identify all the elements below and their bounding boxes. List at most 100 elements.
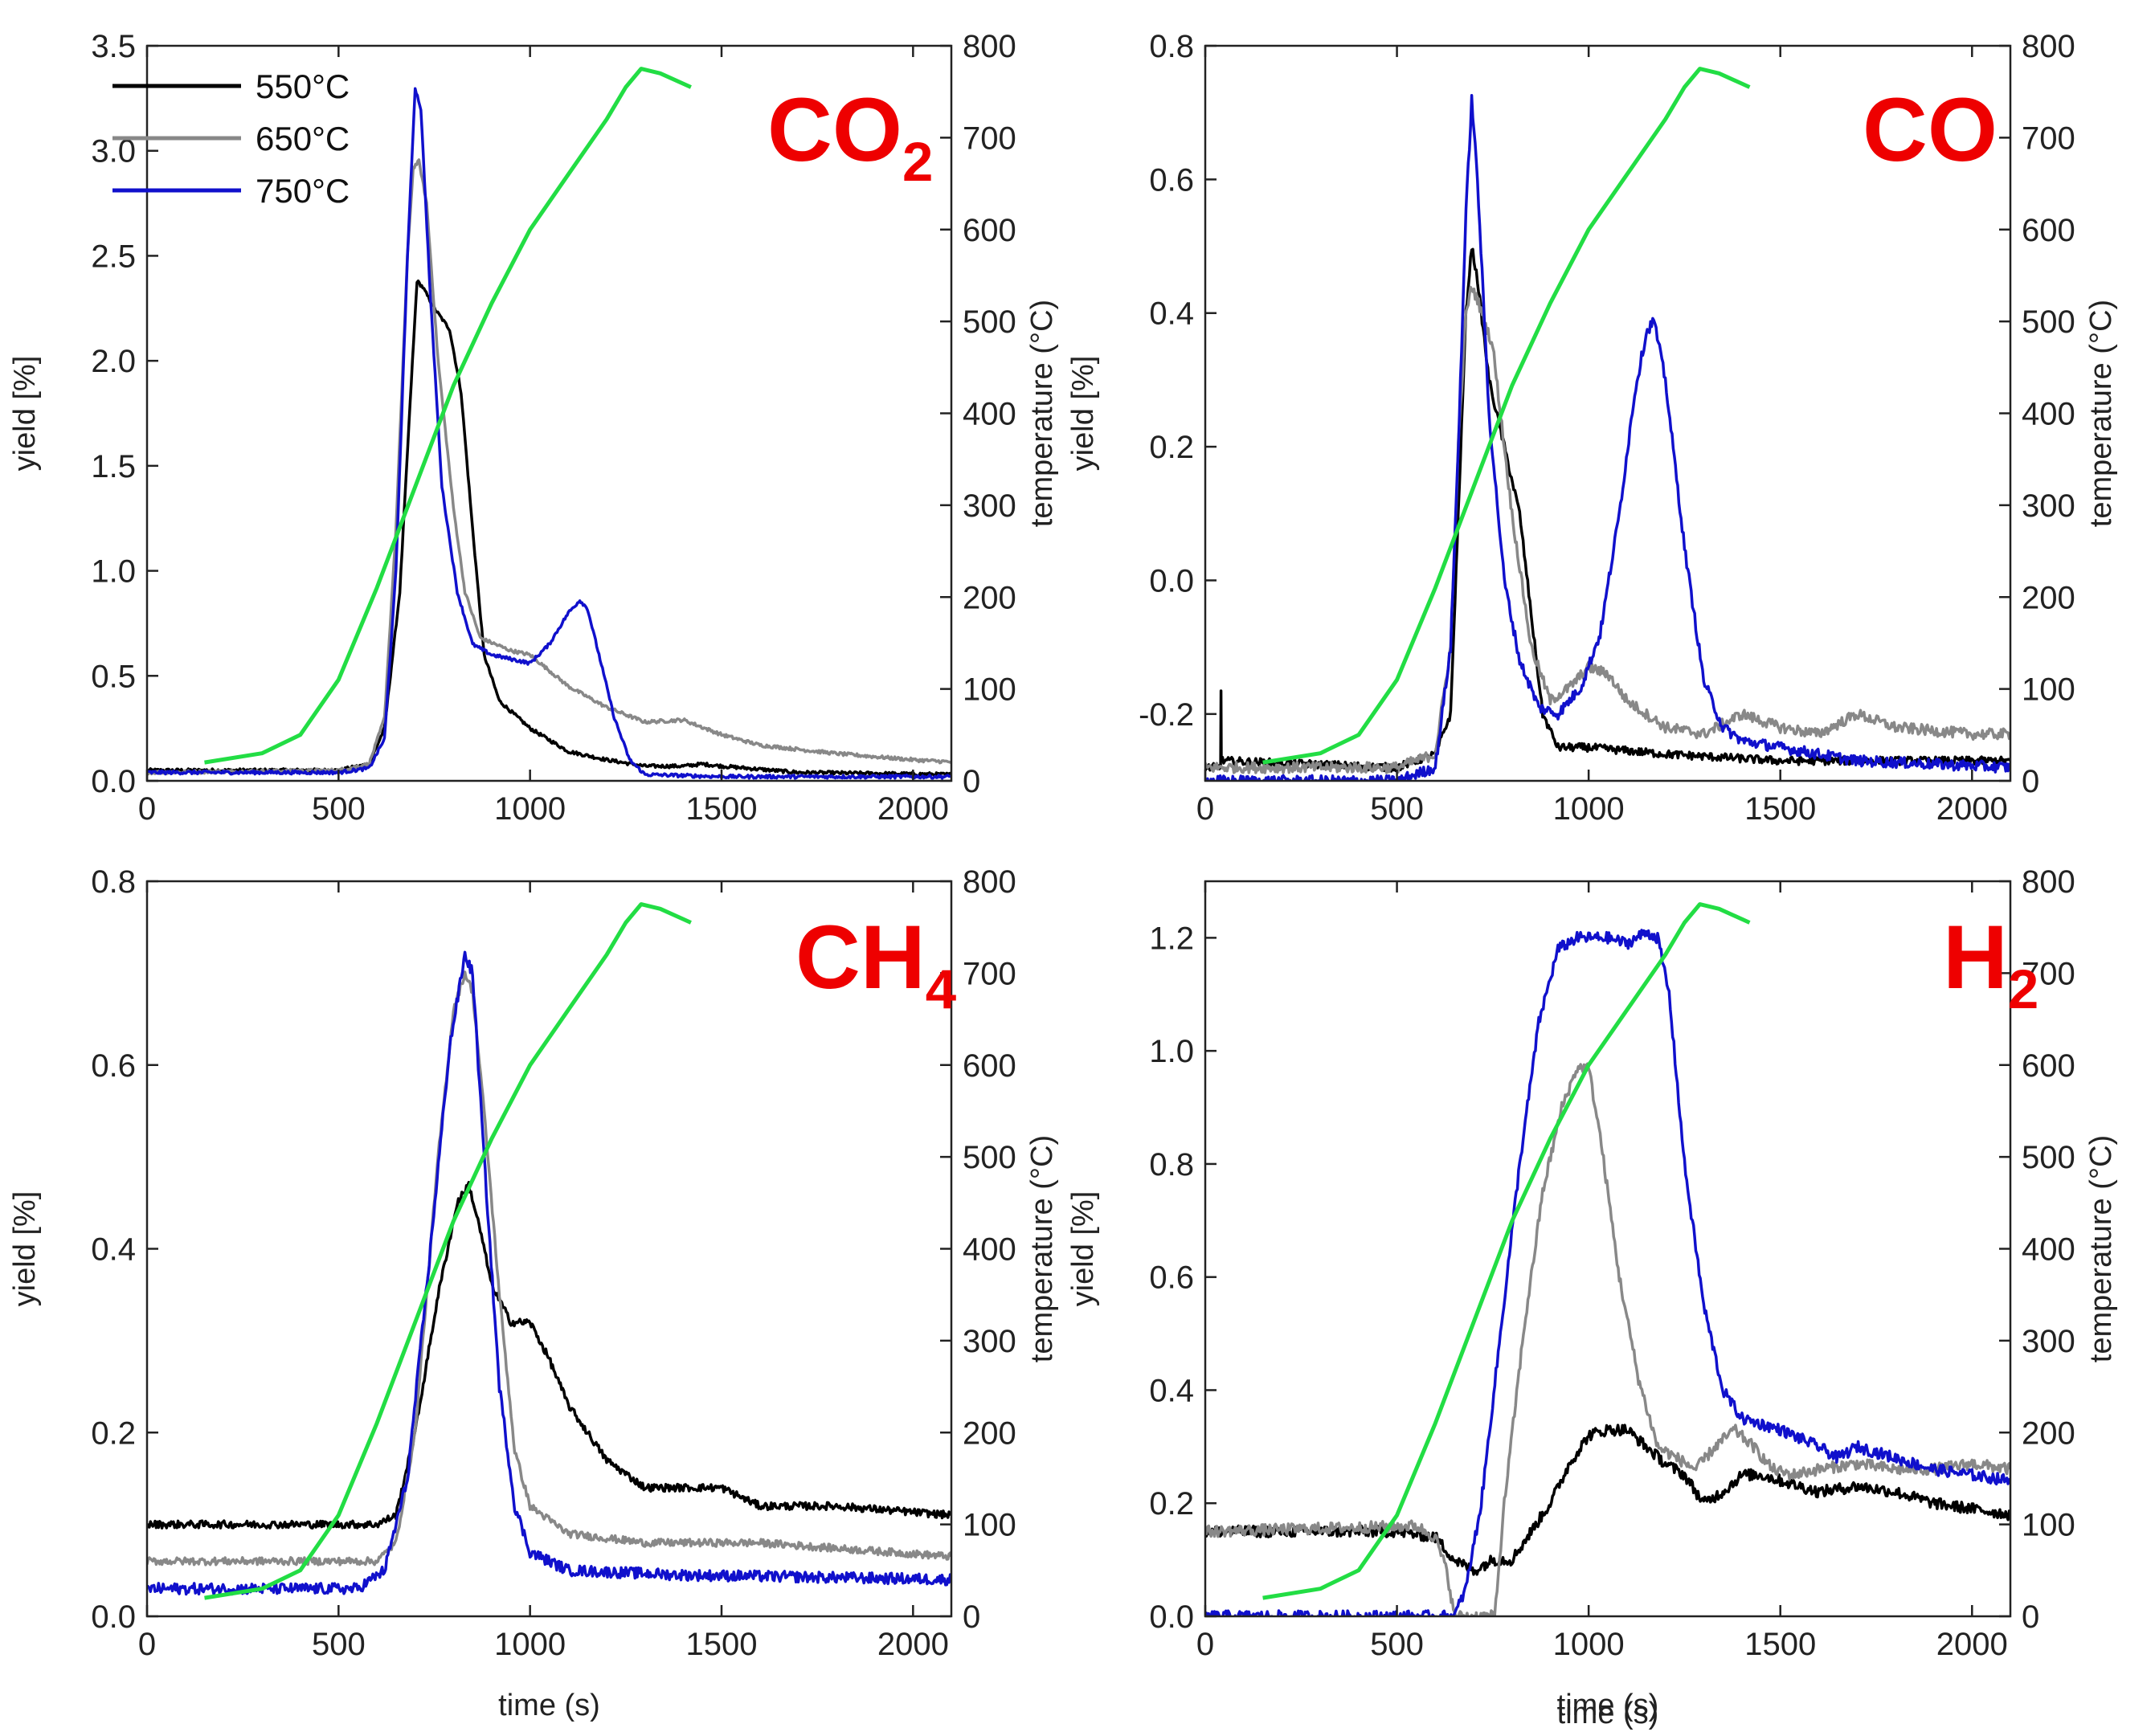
y2-tick-label: 100 [963, 1508, 1016, 1543]
series-line-temperature [204, 67, 692, 765]
series-line-550°C [147, 1181, 951, 1530]
y2-axis-label: temperature (°C) [1025, 1135, 1059, 1362]
x-tick-label: 1000 [1553, 1627, 1625, 1662]
species-title: H2 [1943, 907, 2038, 1020]
y2-tick-label: 800 [2022, 864, 2075, 900]
series-line-650°C [147, 158, 951, 776]
series-line-750°C [147, 950, 951, 1596]
x-tick-label: 500 [1370, 1627, 1424, 1662]
y-axis-label: yield [%] [1066, 356, 1100, 472]
y2-tick-label: 200 [2022, 1415, 2075, 1451]
y-tick-label: 0.6 [1149, 162, 1194, 198]
y2-tick-label: 600 [2022, 213, 2075, 248]
series-line-650°C [1205, 285, 2010, 774]
y2-tick-label: 800 [963, 864, 1016, 900]
y2-tick-label: 600 [963, 213, 1016, 248]
y2-tick-label: 500 [2022, 1140, 2075, 1175]
y-tick-label: 0.4 [1149, 1373, 1194, 1408]
y-tick-label: 0.8 [1149, 1147, 1194, 1183]
y2-tick-label: 100 [2022, 672, 2075, 708]
series-group [147, 67, 951, 780]
y2-tick-label: 500 [963, 304, 1016, 340]
series-line-temperature [204, 902, 692, 1600]
legend-label-750: 750°C [256, 172, 350, 210]
y2-tick-label: 0 [963, 1599, 980, 1635]
x-tick-label: 1500 [686, 1627, 758, 1662]
y2-axis-label: temperature (°C) [2084, 300, 2118, 527]
y-axis-label: yield [%] [1066, 1191, 1100, 1307]
y2-axis-label: temperature (°C) [2084, 1135, 2118, 1362]
y-tick-label: 0.0 [1149, 1599, 1194, 1635]
x-tick-label: 2000 [1936, 791, 2008, 827]
x-tick-label: 1500 [1744, 1627, 1816, 1662]
y-tick-label: 0.2 [91, 1415, 136, 1451]
y-tick-label: 1.0 [91, 554, 136, 590]
x-axis-label: time (s) [498, 1689, 600, 1722]
y2-tick-label: 300 [2022, 1324, 2075, 1359]
y-tick-label: 0.0 [1149, 563, 1194, 598]
series-line-550°C [1205, 247, 2010, 773]
y-tick-label: 0.0 [91, 764, 136, 799]
y2-tick-label: 700 [2022, 120, 2075, 156]
series-line-temperature [1262, 902, 1751, 1600]
species-title: CO2 [767, 80, 933, 193]
y2-tick-label: 400 [2022, 1232, 2075, 1268]
y2-tick-label: 100 [963, 672, 1016, 708]
x-tick-label: 1500 [686, 791, 758, 827]
series-line-temperature [1262, 67, 1751, 765]
x-axis-label: time (s) [1557, 1689, 1659, 1722]
y2-tick-label: 700 [963, 956, 1016, 991]
y2-tick-label: 300 [2022, 488, 2075, 524]
legend-label-550: 550°C [256, 67, 350, 105]
y2-tick-label: 0 [2022, 1599, 2039, 1635]
y-tick-label: 0.4 [91, 1232, 136, 1268]
series-group [1205, 902, 2010, 1616]
species-title: CH4 [795, 907, 956, 1020]
y-tick-label: 2.0 [91, 344, 136, 379]
y2-tick-label: 700 [963, 120, 1016, 156]
y2-axis-label: temperature (°C) [1025, 300, 1059, 527]
series-line-650°C [1205, 1062, 2010, 1616]
y-tick-label: 0.4 [1149, 296, 1194, 332]
chart-panel-0: 0 500 1000 1500 20000.00.51.01.52.02.53.03.5… [8, 29, 1059, 827]
series-group [147, 902, 951, 1600]
x-tick-label: 0 [138, 791, 156, 827]
x-tick-label: 2000 [877, 791, 949, 827]
y-tick-label: 0.8 [1149, 29, 1194, 64]
y-tick-label: 3.5 [91, 29, 136, 64]
series-group [1205, 67, 2010, 781]
y-tick-label: 2.5 [91, 239, 136, 274]
y2-tick-label: 0 [2022, 764, 2039, 799]
legend-label-650: 650°C [256, 120, 350, 157]
y2-tick-label: 500 [2022, 304, 2075, 340]
x-tick-label: 1500 [1744, 791, 1816, 827]
y2-tick-label: 200 [2022, 580, 2075, 615]
species-title: CO [1863, 80, 1998, 180]
y-tick-label: 0.6 [1149, 1260, 1194, 1296]
series-line-650°C [147, 970, 951, 1566]
y-axis-label: yield [%] [8, 356, 42, 472]
y2-tick-label: 400 [963, 1232, 1016, 1268]
y-tick-label: 1.5 [91, 449, 136, 484]
y-tick-label: 1.0 [1149, 1034, 1194, 1069]
chart-panels: 0 500 1000 1500 20000.00.51.01.52.02.53.03.5… [8, 29, 2118, 1730]
x-tick-label: 2000 [877, 1627, 949, 1662]
series-line-750°C [1205, 94, 2010, 781]
y-tick-label: 0.2 [1149, 1486, 1194, 1522]
y-tick-label: -0.2 [1139, 697, 1194, 733]
y2-tick-label: 0 [963, 764, 980, 799]
x-axis-label: time (s) [1557, 1697, 1659, 1730]
y2-tick-label: 400 [2022, 397, 2075, 432]
series-line-750°C [1205, 929, 2010, 1616]
y2-tick-label: 300 [963, 488, 1016, 524]
x-tick-label: 0 [1196, 791, 1214, 827]
x-tick-label: 500 [1370, 791, 1424, 827]
y-tick-label: 0.8 [91, 864, 136, 900]
y2-tick-label: 600 [963, 1048, 1016, 1084]
x-tick-label: 1000 [494, 1627, 566, 1662]
y2-tick-label: 200 [963, 580, 1016, 615]
y-axis-label: yield [%] [8, 1191, 42, 1307]
y2-tick-label: 700 [2022, 956, 2075, 991]
y-tick-label: 0.0 [91, 1599, 136, 1635]
y2-tick-label: 800 [2022, 29, 2075, 64]
